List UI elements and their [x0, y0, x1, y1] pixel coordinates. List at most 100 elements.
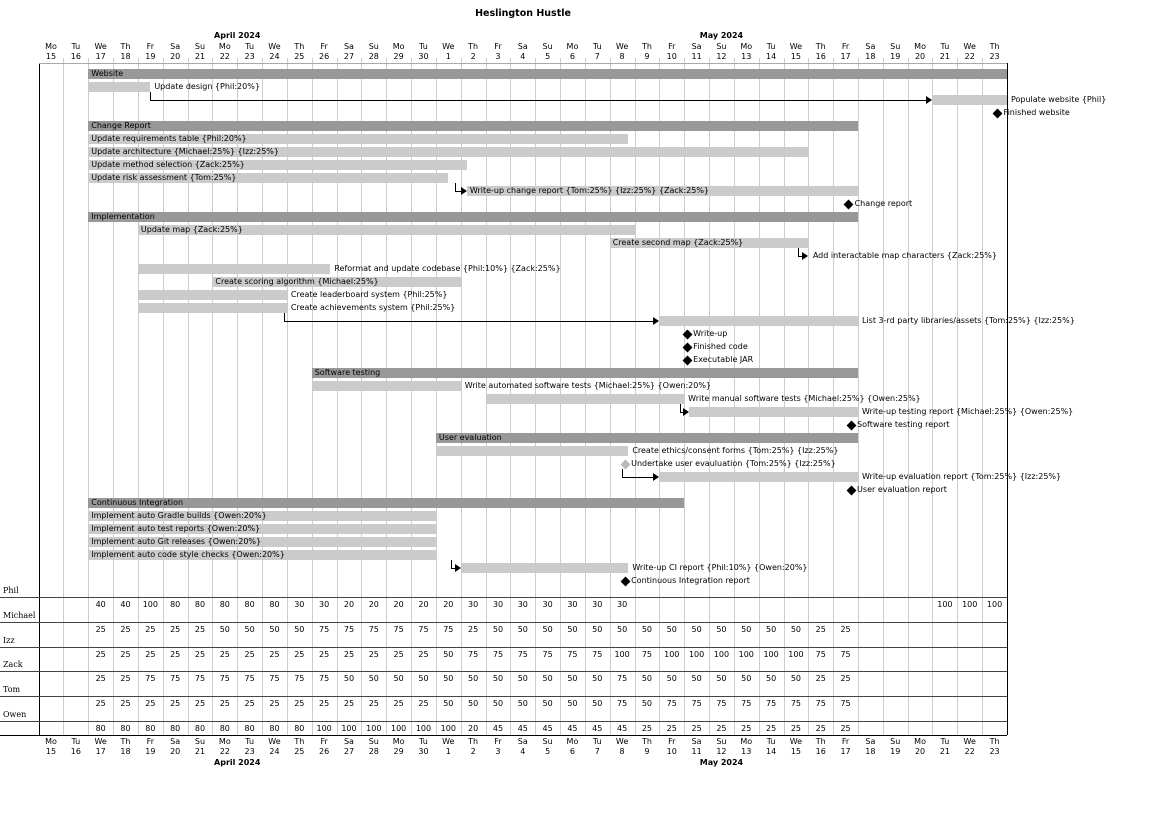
resource-value: 100: [986, 600, 1003, 609]
resource-value: 75: [542, 649, 553, 659]
summary-bar: [88, 212, 858, 222]
day-number-label: 5: [545, 747, 551, 756]
resource-value: 50: [368, 674, 379, 684]
resource-value: 50: [765, 624, 777, 634]
day-of-week-label: Su: [716, 42, 727, 51]
resource-value: 25: [691, 724, 702, 733]
resource-value: 50: [418, 674, 429, 684]
dependency-arrow: [622, 476, 655, 478]
day-number-label: 8: [619, 747, 625, 756]
task-bar: [435, 446, 629, 456]
resource-name-rule: [0, 721, 1007, 722]
resource-value: 45: [617, 724, 628, 733]
task-label: Continuous Integration: [91, 498, 184, 507]
resource-value: 20: [468, 724, 479, 733]
day-of-week-label: Sa: [865, 737, 876, 746]
resource-name-rule: [0, 646, 1007, 648]
day-number-label: 27: [343, 52, 355, 61]
day-number-label: 19: [890, 747, 901, 756]
resource-value: 50: [641, 699, 653, 709]
resource-value: 25: [269, 649, 280, 659]
day-number-label: 15: [45, 747, 57, 756]
resource-value: 25: [840, 624, 851, 634]
resource-value: 75: [840, 699, 851, 709]
resource-value: 30: [468, 600, 479, 609]
task-label: Create scoring algorithm {Michael:25%}: [215, 277, 379, 286]
day-number-label: 16: [815, 747, 826, 756]
resource-value: 20: [368, 600, 379, 609]
grid-line: [709, 58, 710, 735]
day-of-week-label: Su: [890, 42, 901, 51]
day-number-label: 8: [619, 52, 625, 61]
day-number-label: 6: [569, 52, 575, 61]
milestone-icon: [846, 420, 856, 430]
milestone-label: Write-up: [693, 329, 728, 338]
day-number-label: 6: [569, 747, 575, 756]
resource-value: 100: [440, 724, 456, 733]
summary-bar: [311, 368, 858, 378]
chart-top-rule: [38, 63, 1007, 64]
resource-value: 30: [592, 600, 603, 609]
resource-value: 25: [815, 624, 826, 634]
day-number-label: 5: [545, 52, 551, 61]
resource-value: 100: [614, 649, 630, 659]
arrowhead-icon: [926, 96, 933, 104]
grid-line: [460, 58, 462, 735]
day-of-week-label: Su: [194, 737, 206, 746]
day-number-label: 25: [294, 52, 305, 61]
task-label: Update requirements table {Phil:20%}: [91, 134, 247, 143]
day-of-week-label: Mo: [45, 42, 57, 51]
task-bar: [689, 407, 858, 417]
resource-value: 50: [393, 674, 404, 684]
dependency-arrow: [454, 183, 456, 192]
dependency-arrow: [798, 255, 804, 257]
day-of-week-label: Th: [815, 42, 826, 51]
resource-value: 50: [741, 624, 752, 634]
day-number-label: 30: [418, 52, 429, 61]
day-of-week-label: Th: [641, 42, 652, 51]
day-number-label: 20: [170, 52, 181, 61]
resource-value: 25: [790, 724, 801, 733]
dependency-arrow: [150, 99, 928, 101]
resource-value: 75: [319, 674, 330, 684]
resource-value: 75: [790, 699, 801, 709]
resource-value: 25: [294, 699, 305, 709]
resource-value: 100: [415, 724, 432, 733]
summary-bar: [435, 433, 858, 443]
day-number-label: 14: [765, 52, 777, 61]
day-number-label: 28: [368, 52, 379, 61]
grid-line: [684, 58, 686, 735]
day-of-week-label: Fr: [146, 42, 154, 51]
milestone-icon: [846, 485, 856, 495]
resource-value: 50: [517, 674, 528, 684]
day-number-label: 18: [865, 52, 876, 61]
resource-value: 25: [815, 724, 826, 733]
task-bar: [485, 394, 685, 404]
day-number-label: 13: [741, 52, 752, 61]
task-label: Write automated software tests {Michael:…: [464, 381, 712, 390]
day-of-week-label: Su: [542, 737, 553, 746]
day-number-label: 22: [964, 52, 975, 61]
task-bar: [88, 160, 467, 170]
dependency-arrow: [622, 469, 624, 478]
milestone-label: Finished website: [1003, 108, 1070, 117]
day-of-week-label: We: [789, 42, 803, 51]
resource-value: 50: [765, 674, 777, 684]
day-of-week-label: Th: [641, 737, 652, 746]
arrowhead-icon: [653, 317, 660, 325]
resource-value: 50: [244, 624, 255, 634]
day-number-label: 17: [840, 747, 851, 756]
grid-line: [162, 58, 164, 735]
day-of-week-label: Fr: [320, 737, 328, 746]
task-bar: [88, 550, 436, 560]
resource-value: 20: [393, 600, 404, 609]
day-of-week-label: Mo: [392, 42, 405, 51]
resource-value: 100: [142, 600, 158, 609]
day-number-label: 24: [269, 52, 280, 61]
resource-value: 100: [366, 724, 382, 733]
resource-value: 100: [738, 649, 754, 659]
resource-name: Phil: [3, 586, 19, 595]
resource-value: 50: [741, 674, 752, 684]
resource-value: 30: [517, 600, 528, 609]
day-of-week-label: Tu: [245, 42, 255, 51]
